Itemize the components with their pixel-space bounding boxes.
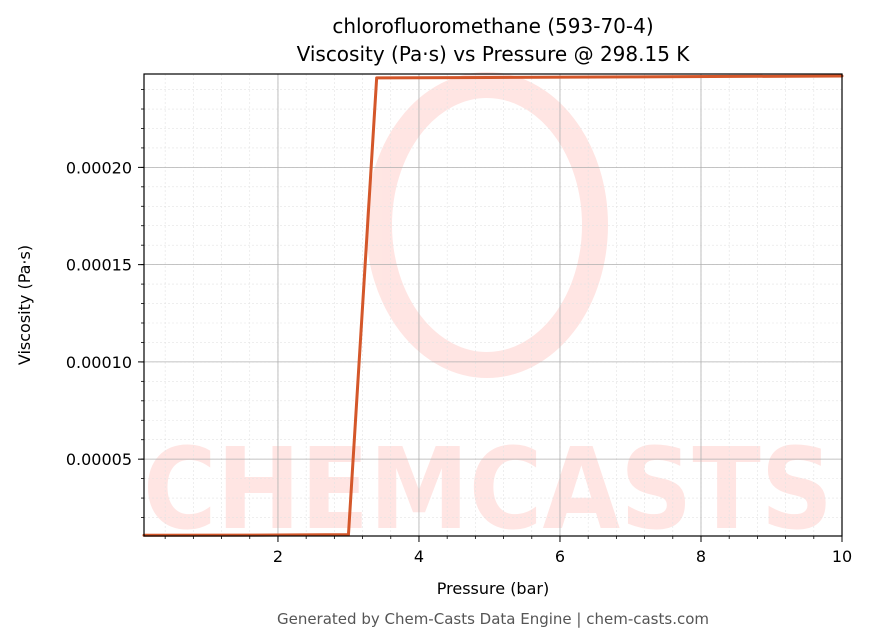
x-tick-label: 2	[273, 547, 283, 566]
y-tick-label: 0.00015	[66, 256, 132, 275]
plot-frame	[143, 73, 843, 537]
watermark-ring	[366, 72, 608, 378]
watermark-logo: CHEMCASTS	[143, 72, 833, 555]
y-tick-label: 0.00005	[66, 450, 132, 469]
y-tick-label: 0.00010	[66, 353, 132, 372]
footer-credit: Generated by Chem-Casts Data Engine | ch…	[277, 610, 709, 628]
x-tick-label: 10	[832, 547, 852, 566]
y-axis-ticks: 0.00005 0.00010 0.00015 0.00020	[66, 89, 144, 518]
x-tick-label: 6	[555, 547, 565, 566]
watermark-text: CHEMCASTS	[143, 425, 833, 555]
watermark-ring-inner	[407, 117, 567, 333]
chart-title: chlorofluoromethane (593-70-4)	[332, 14, 653, 38]
x-axis-label: Pressure (bar)	[437, 579, 549, 598]
chart-subtitle: Viscosity (Pa·s) vs Pressure @ 298.15 K	[297, 42, 691, 66]
y-tick-label: 0.00020	[66, 158, 132, 177]
x-tick-label: 4	[414, 547, 424, 566]
x-tick-label: 8	[696, 547, 706, 566]
series-line	[142, 74, 844, 537]
y-axis-label: Viscosity (Pa·s)	[15, 245, 34, 365]
series-layer	[142, 74, 844, 537]
x-axis-ticks: 2 4 6 8 10	[164, 536, 852, 566]
